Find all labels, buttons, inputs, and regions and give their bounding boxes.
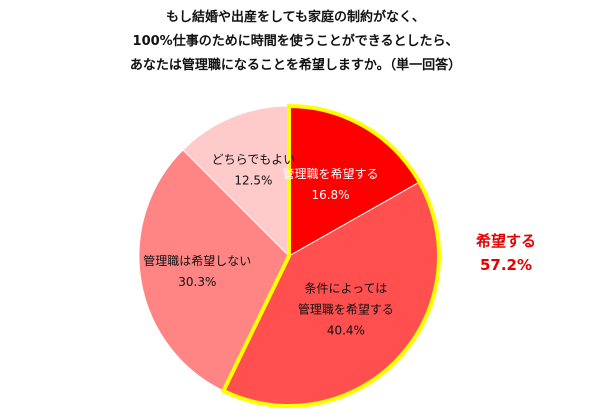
callout-value: 57.2% <box>479 256 533 274</box>
slice-value-3: 30.3% <box>178 275 216 289</box>
slice-name-2: 条件によっては <box>304 281 387 295</box>
slice-name-3: 管理職は希望しない <box>143 253 251 268</box>
highlight-outline <box>220 103 441 408</box>
title-line-2: 100%仕事のために時間を使うことができるとしたら、 <box>132 34 459 49</box>
slice-label-4: どちらでもよい 12.5% <box>212 153 296 188</box>
slice-value-1: 16.8% <box>311 188 349 202</box>
slice-name-1: 管理職を希望する <box>282 166 378 181</box>
slice-label-3: 管理職は希望しない 30.3% <box>143 253 251 289</box>
title-line-1: もし結婚や出産をしても家庭の制約がなく、 <box>166 10 425 25</box>
slice-value-4: 12.5% <box>234 174 272 188</box>
slice-name-2: 管理職を希望する <box>298 301 394 316</box>
slice-label-2: 条件によっては管理職を希望する 40.4% <box>298 281 394 337</box>
callout-label: 希望する <box>475 232 536 250</box>
slice-name-4: どちらでもよい <box>212 153 296 167</box>
slice-label-1: 管理職を希望する 16.8% <box>282 166 378 202</box>
slice-value-2: 40.4% <box>327 323 365 337</box>
hope-total-callout: 希望する 57.2% <box>456 229 556 277</box>
title-line-3: あなたは管理職になることを希望しますか。（単一回答） <box>129 58 462 73</box>
pie-slice-4 <box>182 105 290 258</box>
chart-title: もし結婚や出産をしても家庭の制約がなく、 100%仕事のために時間を使うことがで… <box>0 6 591 78</box>
